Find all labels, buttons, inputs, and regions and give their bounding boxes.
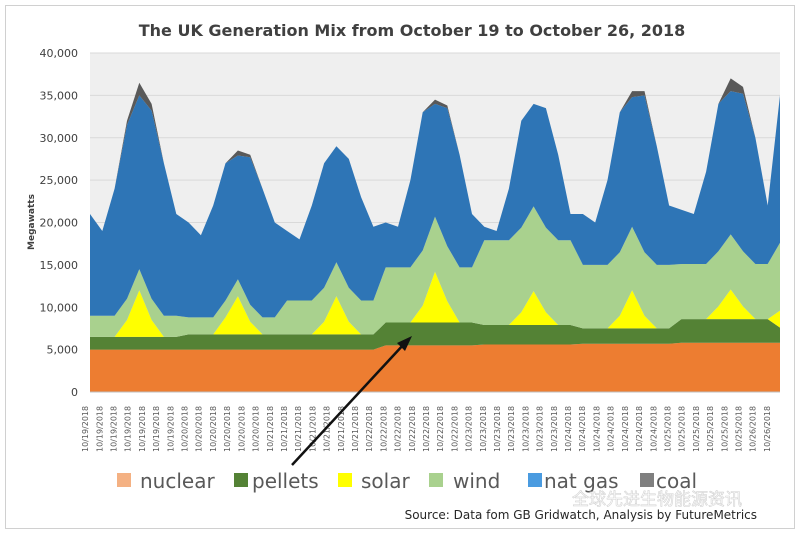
x-tick-label: 10/19/2018: [166, 406, 175, 452]
legend-label-solar: solar: [361, 469, 410, 493]
x-tick-label: 10/23/2018: [479, 406, 488, 452]
x-tick-label: 10/25/2018: [735, 406, 744, 452]
x-tick-label: 10/26/2018: [763, 406, 772, 452]
y-tick-label: 25,000: [40, 174, 79, 187]
x-tick-label: 10/19/2018: [110, 406, 119, 452]
x-tick-label: 10/21/2018: [337, 406, 346, 452]
x-tick-label: 10/21/2018: [351, 406, 360, 452]
x-tick-label: 10/20/2018: [195, 406, 204, 452]
x-tick-label: 10/24/2018: [635, 406, 644, 452]
x-tick-label: 10/25/2018: [678, 406, 687, 452]
legend: nuclear pellets solar wind nat gas coal: [117, 469, 697, 493]
x-tick-label: 10/25/2018: [664, 406, 673, 452]
legend-label-wind: wind: [453, 469, 500, 493]
x-tick-label: 10/23/2018: [550, 406, 559, 452]
x-tick-label: 10/20/2018: [252, 406, 261, 452]
x-tick-label: 10/21/2018: [280, 406, 289, 452]
legend-label-pellets: pellets: [252, 469, 319, 493]
x-tick-label: 10/23/2018: [507, 406, 516, 452]
x-tick-label: 10/22/2018: [365, 406, 374, 452]
x-tick-label: 10/20/2018: [209, 406, 218, 452]
x-tick-label: 10/19/2018: [152, 406, 161, 452]
x-tick-label: 10/19/2018: [138, 406, 147, 452]
legend-label-nuclear: nuclear: [140, 469, 215, 493]
x-tick-label: 10/25/2018: [706, 406, 715, 452]
legend-swatch-pellets: [234, 473, 248, 487]
legend-swatch-nat-gas: [528, 473, 542, 487]
area-pellets: [90, 319, 780, 350]
source-note: Source: Data fom GB Gridwatch, Analysis …: [405, 508, 757, 522]
y-tick-label: 30,000: [40, 132, 79, 145]
y-axis-label: Megawatts: [27, 194, 37, 250]
area-wind: [90, 206, 780, 337]
legend-swatch-solar: [338, 473, 352, 487]
legend-swatch-wind: [429, 473, 443, 487]
area-solar: [90, 271, 780, 337]
x-tick-label: 10/22/2018: [408, 406, 417, 452]
area-nuclear: [90, 342, 780, 392]
x-axis-ticks: 10/19/2018 10/19/2018 10/19/2018 10/19/2018…: [81, 406, 772, 452]
x-tick-label: 10/24/2018: [607, 406, 616, 452]
x-tick-label: 10/22/2018: [379, 406, 388, 452]
x-tick-label: 10/23/2018: [465, 406, 474, 452]
x-tick-label: 10/26/2018: [749, 406, 758, 452]
x-tick-label: 10/22/2018: [436, 406, 445, 452]
x-tick-label: 10/19/2018: [124, 406, 133, 452]
legend-label-nat-gas: nat gas: [544, 469, 619, 493]
x-tick-label: 10/21/2018: [294, 406, 303, 452]
y-tick-label: 40,000: [40, 47, 79, 60]
x-tick-label: 10/23/2018: [521, 406, 530, 452]
x-tick-label: 10/22/2018: [394, 406, 403, 452]
y-tick-label: 20,000: [40, 217, 79, 230]
x-tick-label: 10/25/2018: [720, 406, 729, 452]
y-tick-label: 35,000: [40, 89, 79, 102]
x-tick-label: 10/24/2018: [592, 406, 601, 452]
chart-title: The UK Generation Mix from October 19 to…: [139, 21, 686, 40]
y-tick-label: 10,000: [40, 301, 79, 314]
y-tick-label: 0: [71, 386, 78, 399]
legend-swatch-nuclear: [117, 473, 131, 487]
x-tick-label: 10/20/2018: [181, 406, 190, 452]
x-tick-label: 10/23/2018: [536, 406, 545, 452]
area-nat-gas: [90, 91, 780, 318]
y-axis-ticks: 0 5,000 10,000 15,000 20,000 25,000 30,000 35,0…: [40, 47, 79, 399]
legend-label-coal: coal: [656, 469, 697, 493]
watermark: 全球先进生物能源资讯: [572, 490, 742, 509]
x-tick-label: 10/21/2018: [323, 406, 332, 452]
stacked-areas: [90, 78, 780, 393]
x-tick-label: 10/21/2018: [266, 406, 275, 452]
x-tick-label: 10/24/2018: [564, 406, 573, 452]
x-tick-label: 10/19/2018: [81, 406, 90, 452]
x-tick-label: 10/21/2018: [308, 406, 317, 452]
x-tick-label: 10/25/2018: [692, 406, 701, 452]
x-tick-label: 10/20/2018: [237, 406, 246, 452]
x-tick-label: 10/24/2018: [578, 406, 587, 452]
legend-swatch-coal: [640, 473, 654, 487]
x-tick-label: 10/22/2018: [450, 406, 459, 452]
x-tick-label: 10/20/2018: [223, 406, 232, 452]
x-tick-label: 10/19/2018: [95, 406, 104, 452]
x-tick-label: 10/24/2018: [649, 406, 658, 452]
y-tick-label: 15,000: [40, 259, 79, 272]
x-tick-label: 10/23/2018: [493, 406, 502, 452]
x-tick-label: 10/24/2018: [621, 406, 630, 452]
annotation-arrow-line: [291, 343, 405, 466]
x-tick-label: 10/22/2018: [422, 406, 431, 452]
annotation-arrow-head: [397, 336, 412, 351]
y-tick-label: 5,000: [47, 344, 79, 357]
